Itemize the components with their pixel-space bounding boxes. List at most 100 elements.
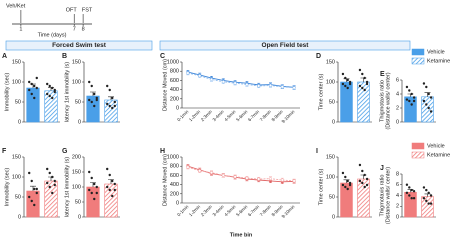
line-marker xyxy=(233,175,237,179)
data-point xyxy=(113,100,116,104)
x-tick-label: 2-3min xyxy=(200,204,214,218)
data-point xyxy=(88,98,91,102)
y-axis-label: latency 1st immobility (s) xyxy=(64,157,70,217)
data-point xyxy=(341,72,345,76)
data-point xyxy=(348,183,352,187)
data-point xyxy=(113,188,116,192)
data-point xyxy=(51,96,54,100)
x-tick-label: 7-8min xyxy=(259,109,273,123)
y-tick-label: 50 xyxy=(329,194,335,200)
bar xyxy=(26,190,40,218)
panel-letter: B xyxy=(62,53,67,60)
treatment-label: Veh/Ket xyxy=(6,3,26,9)
line-marker xyxy=(268,83,273,88)
event-label: FST xyxy=(82,7,93,13)
line-marker xyxy=(209,171,214,175)
data-point xyxy=(422,82,426,85)
data-point xyxy=(346,86,349,90)
line-marker xyxy=(233,81,237,85)
data-point xyxy=(429,202,433,205)
line-marker xyxy=(292,86,296,90)
data-point xyxy=(48,84,51,88)
y-tick-label: 2 xyxy=(396,204,399,210)
y-tick-label: 150 xyxy=(72,169,81,175)
y-tick-label: 50 xyxy=(15,194,21,200)
bar xyxy=(340,182,353,218)
bar xyxy=(44,180,58,218)
y-tick-label: 100 xyxy=(12,79,21,85)
line-marker xyxy=(245,82,249,87)
x-tick-label: 6-7min xyxy=(247,204,261,218)
y-tick-label: 0 xyxy=(176,200,179,206)
data-point xyxy=(111,194,114,198)
legend-label: Vehicle xyxy=(427,49,445,55)
y-tick-label: 150 xyxy=(326,154,335,160)
data-point xyxy=(51,86,54,90)
data-point xyxy=(88,80,91,84)
data-point xyxy=(405,183,409,186)
legend-swatch xyxy=(411,142,425,150)
x-tick-label: 7-8min xyxy=(259,204,273,218)
legend-label: Vehicle xyxy=(427,143,445,149)
data-point xyxy=(408,89,411,92)
data-point xyxy=(346,179,349,183)
data-point xyxy=(412,190,416,193)
data-point xyxy=(344,185,347,189)
panel-letter: C xyxy=(160,53,165,60)
data-point xyxy=(410,196,413,200)
error-bar xyxy=(108,96,114,100)
data-point xyxy=(46,181,49,185)
y-tick-label: 200 xyxy=(170,96,179,102)
legend-swatch xyxy=(411,57,425,65)
data-point xyxy=(51,175,54,179)
data-point xyxy=(344,175,347,179)
data-point xyxy=(88,188,91,192)
data-point xyxy=(425,85,428,89)
data-point xyxy=(348,80,352,84)
data-point xyxy=(111,179,114,183)
data-point xyxy=(90,191,93,195)
line-marker xyxy=(198,169,202,173)
data-point xyxy=(363,88,366,92)
bar xyxy=(26,87,40,123)
data-point xyxy=(348,181,352,185)
data-point xyxy=(51,191,54,195)
timeline-tick-label: 8 xyxy=(82,26,85,32)
data-point xyxy=(95,98,98,102)
data-point xyxy=(113,182,116,186)
panel-letter: G xyxy=(62,148,68,155)
series-line xyxy=(187,166,295,182)
panel-letter: I xyxy=(316,148,318,155)
timeline-tick-label: 1 xyxy=(19,26,22,32)
data-point xyxy=(90,84,93,88)
data-point xyxy=(358,68,362,72)
x-tick-label: 5-6min xyxy=(235,204,249,218)
data-point xyxy=(93,92,96,96)
data-point xyxy=(341,183,345,187)
data-point xyxy=(412,99,416,103)
line-marker xyxy=(221,80,225,84)
data-point xyxy=(33,187,36,191)
bar xyxy=(44,90,58,123)
event-label: OFT xyxy=(66,7,78,13)
y-tick-label: 0 xyxy=(18,214,21,220)
panel-letter: A xyxy=(2,53,7,60)
data-point xyxy=(429,110,433,113)
data-point xyxy=(30,92,33,96)
data-point xyxy=(111,96,114,100)
data-point xyxy=(106,167,109,171)
y-tick-label: 800 xyxy=(170,164,179,170)
series-line xyxy=(187,71,295,88)
data-point xyxy=(363,76,366,80)
y-tick-label: 0 xyxy=(176,105,179,111)
data-point xyxy=(48,171,51,175)
error-bar xyxy=(30,185,36,191)
y-tick-label: 100 xyxy=(326,79,335,85)
data-point xyxy=(35,191,38,195)
legend-label: Ketamine xyxy=(427,58,450,64)
x-axis-label: Time bin xyxy=(230,232,253,238)
section-box xyxy=(159,40,411,51)
line-marker xyxy=(186,165,190,169)
y-axis-label: Immobility (sec) xyxy=(4,168,10,207)
data-point xyxy=(361,72,364,76)
